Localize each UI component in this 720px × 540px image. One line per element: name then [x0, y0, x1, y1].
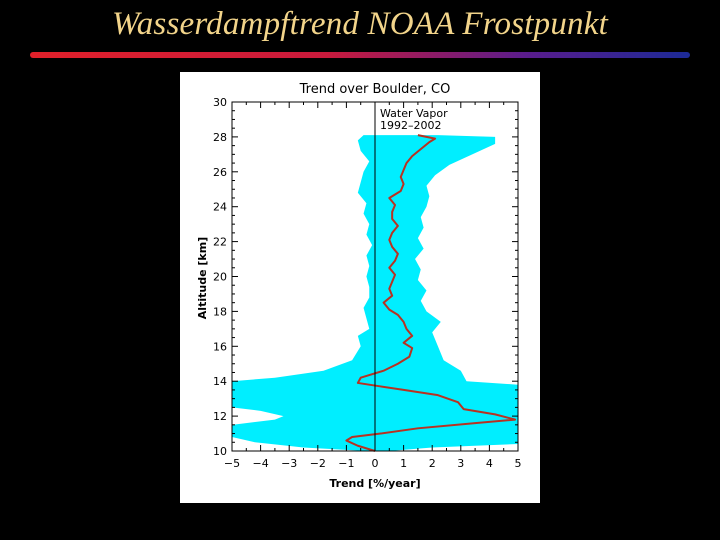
slide-title: Wasserdampftrend NOAA Frostpunkt: [112, 6, 608, 42]
y-tick-label: 10: [213, 445, 227, 458]
x-tick-label: 2: [429, 457, 436, 470]
y-tick-label: 12: [213, 410, 227, 423]
y-tick-label: 26: [213, 166, 227, 179]
y-tick-label: 16: [213, 340, 227, 353]
y-tick-label: 20: [213, 271, 227, 284]
annotation-line-1: Water Vapor: [380, 107, 448, 120]
title-gradient-rule: [30, 52, 690, 58]
y-tick-label: 28: [213, 131, 227, 144]
y-axis-label: Altitude [km]: [196, 237, 209, 319]
x-tick-label: −4: [252, 457, 268, 470]
y-tick-label: 24: [213, 201, 227, 214]
x-axis-label: Trend [%/year]: [329, 477, 420, 490]
x-tick-label: −5: [224, 457, 240, 470]
x-tick-label: 0: [372, 457, 379, 470]
chart-panel: −5 −4 −3 −2 −1 0 1 2 3 4 5 10 12 14 16 18 20 22 24 26 28 30 T…: [180, 72, 540, 503]
y-tick-label: 18: [213, 305, 227, 318]
y-tick-label: 30: [213, 96, 227, 109]
y-tick-label: 22: [213, 236, 227, 249]
x-tick-label: 1: [400, 457, 407, 470]
x-tick-label: 4: [486, 457, 493, 470]
x-tick-label: −3: [281, 457, 297, 470]
x-tick-label: 3: [457, 457, 464, 470]
y-tick-label: 14: [213, 375, 227, 388]
chart-title: Trend over Boulder, CO: [299, 82, 451, 97]
annotation-line-2: 1992–2002: [380, 119, 442, 132]
trend-series-line-0: [345, 134, 517, 452]
x-tick-label: −2: [310, 457, 326, 470]
x-tick-label: 5: [515, 457, 522, 470]
trend-line-layer: [345, 134, 517, 452]
x-tick-label: −1: [338, 457, 354, 470]
